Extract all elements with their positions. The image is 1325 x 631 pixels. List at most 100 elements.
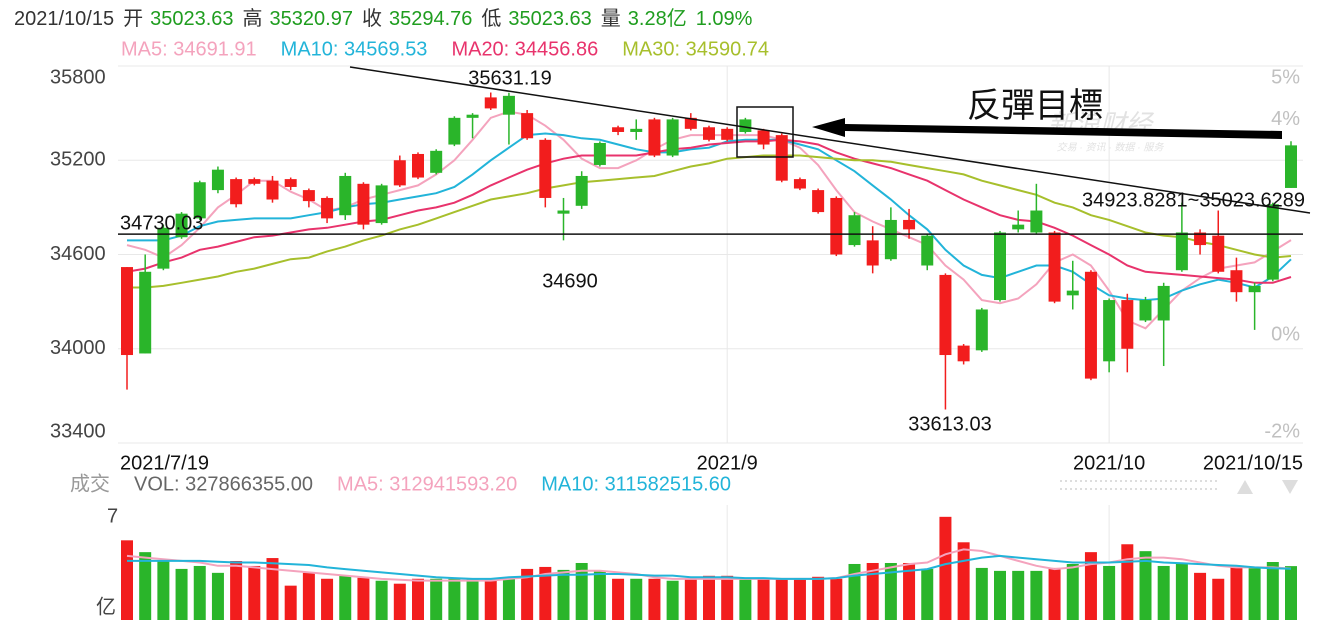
volume-bar — [612, 578, 625, 620]
volume-bar — [757, 578, 770, 620]
candle-body — [193, 182, 206, 219]
volume-bar — [884, 562, 897, 620]
candle-body — [266, 180, 279, 200]
candle-body — [721, 128, 734, 140]
candle-body — [157, 227, 170, 269]
volume-bar — [648, 578, 661, 620]
volume-bar — [1157, 565, 1170, 620]
vol-ma-line — [127, 554, 1292, 580]
candle-body — [1194, 232, 1207, 246]
candle-body — [502, 95, 515, 115]
volume-bar — [1139, 551, 1152, 620]
volume-bar — [830, 578, 843, 620]
y-tick-label: 35200 — [50, 149, 106, 171]
header-change: 1.09% — [696, 8, 753, 30]
volume-bar — [121, 540, 133, 620]
candle-body — [1121, 300, 1134, 349]
y2-tick-label: -2% — [1264, 420, 1300, 442]
volume-bar — [466, 578, 479, 620]
header-value: 35023.63 — [150, 8, 233, 30]
volume-bar — [666, 580, 679, 620]
header-value: 35023.63 — [508, 8, 591, 30]
y-tick-label: 34600 — [50, 243, 106, 265]
candle-body — [830, 197, 843, 255]
candle-body — [957, 345, 970, 362]
volume-bar — [812, 576, 825, 620]
annotation: 35631.19 — [468, 67, 551, 89]
y2-tick-label: 5% — [1271, 66, 1300, 88]
volume-bar — [430, 578, 443, 620]
volume-bar — [921, 568, 934, 620]
candle-body — [1285, 145, 1297, 188]
volume-bar — [321, 578, 334, 620]
volume-bar — [339, 575, 352, 620]
candle-body — [757, 130, 770, 145]
volume-bar — [630, 578, 643, 620]
candle-body — [1012, 224, 1025, 230]
candle-body — [211, 169, 224, 191]
ma-line — [127, 154, 1292, 289]
y2-tick-label: 4% — [1271, 108, 1300, 130]
y2-tick-label: 0% — [1271, 324, 1300, 346]
candle-body — [175, 213, 188, 238]
volume-bar — [1103, 565, 1116, 620]
candle-body — [230, 179, 243, 205]
candle-body — [139, 271, 152, 354]
volume-bar — [903, 562, 916, 620]
candle-body — [448, 117, 461, 145]
legend-entry: MA5: 34691.91 — [121, 38, 257, 60]
header-value: 3.28亿 — [628, 7, 687, 30]
header-label: 高 — [243, 7, 263, 30]
annotation: 34923.8281~35023.6289 — [1082, 189, 1305, 211]
header-label: 开 — [123, 8, 143, 30]
candle-body — [921, 235, 934, 266]
ma-line — [126, 138, 1292, 284]
volume-bar — [939, 516, 952, 620]
volume-bar — [1175, 563, 1188, 620]
legend-entry: MA10: 34569.53 — [281, 38, 428, 60]
annotation: 反彈目標 — [967, 87, 1103, 125]
vol-legend-entry: MA10: 311582515.60 — [541, 473, 731, 495]
volume-bar — [994, 570, 1006, 620]
candle-body — [1030, 210, 1043, 233]
legend-entry: MA30: 34590.74 — [622, 38, 769, 60]
target-box — [736, 106, 794, 158]
volume-bar — [1230, 565, 1243, 620]
candle-body — [1048, 232, 1061, 302]
volume-bar — [957, 542, 970, 620]
volume-bar — [1084, 552, 1097, 620]
volume-bar — [193, 565, 206, 620]
volume-bar — [266, 558, 279, 620]
candle-body — [321, 197, 334, 219]
vol-tick-label: 7 — [107, 505, 118, 527]
y-tick-label: 35800 — [50, 66, 106, 88]
x-tick-label: 2021/10/15 — [1203, 452, 1303, 474]
volume-bar — [1212, 578, 1225, 620]
volume-bar — [721, 575, 734, 620]
volume-bar — [1121, 544, 1134, 620]
candle-body — [666, 119, 679, 156]
candle-body — [703, 127, 715, 140]
volume-bar — [139, 552, 152, 620]
candle-body — [484, 97, 497, 109]
candle-body — [630, 128, 643, 132]
candle-body — [575, 175, 588, 206]
volume-bar — [521, 568, 534, 620]
candle-body — [466, 114, 479, 118]
annotation: 34690 — [542, 270, 598, 292]
candle-body — [975, 309, 988, 351]
candle-body — [339, 175, 352, 216]
volume-bar — [175, 568, 188, 620]
volume-bar — [230, 561, 243, 620]
header-value: 35320.97 — [270, 8, 353, 30]
volume-bar — [448, 578, 461, 620]
volume-bar — [848, 563, 861, 620]
volume-bar — [557, 569, 570, 620]
vol-panel-label: 成交 — [70, 472, 110, 495]
candle-body — [994, 232, 1006, 301]
candle-body — [1266, 204, 1279, 280]
header: 2021/10/15 开 35023.63 高 35320.97 收 35294.76 低 35… — [14, 7, 753, 30]
volume-bar — [739, 578, 752, 620]
volume-bar — [593, 570, 606, 620]
